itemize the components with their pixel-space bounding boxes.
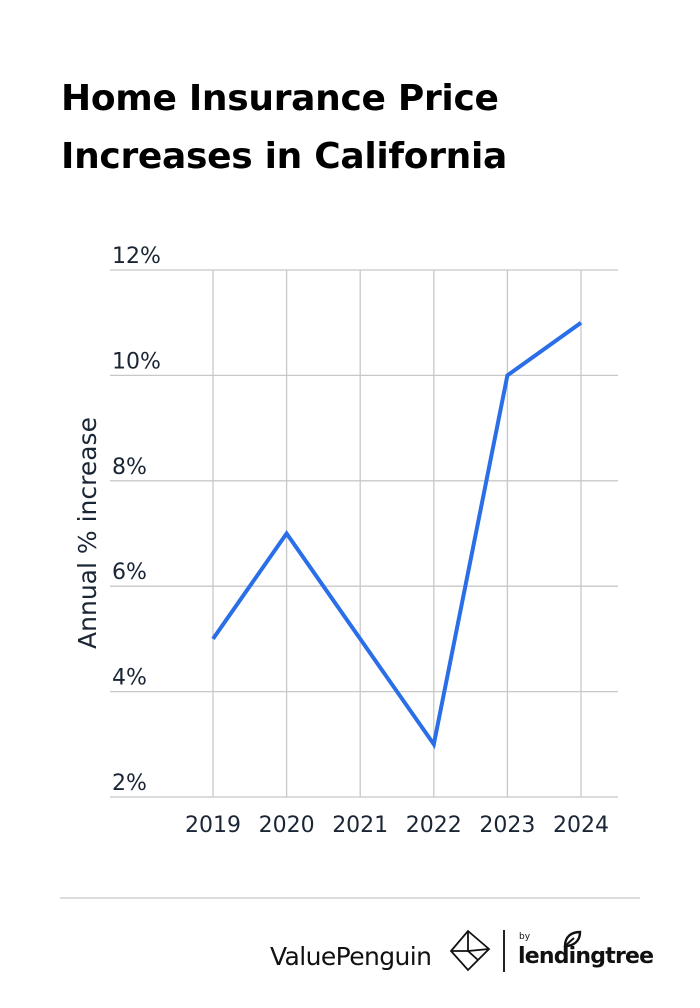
y-tick-label: 12% [112, 244, 161, 269]
y-tick-label: 10% [112, 349, 161, 374]
x-axis-tick-labels: 2019 2020 2021 2022 2023 2024 [185, 813, 609, 838]
x-tick-label: 2019 [185, 813, 241, 838]
x-tick-label: 2022 [406, 813, 462, 838]
valuepenguin-logo-icon [449, 929, 491, 972]
brand-separator [503, 930, 505, 972]
y-tick-label: 2% [112, 771, 147, 796]
footer-divider [60, 897, 640, 899]
chart-title-line-2: Increases in California [61, 136, 508, 177]
y-tick-label: 6% [112, 560, 147, 585]
x-tick-label: 2020 [259, 813, 315, 838]
horizontal-gridlines [110, 269, 618, 798]
x-tick-label: 2021 [332, 813, 388, 838]
series-line [211, 321, 583, 750]
y-axis-tick-labels: 2% 4% 6% 8% 10% 12% [112, 244, 161, 796]
lendingtree-by-label: by [519, 932, 531, 942]
chart-title-line-1: Home Insurance Price [61, 78, 499, 119]
lendingtree-wordmark: lendingtree [518, 944, 654, 969]
y-axis-label: Annual % increase [73, 417, 102, 649]
x-tick-label: 2023 [479, 813, 535, 838]
chart-title: Home Insurance Price Increases in Califo… [61, 70, 621, 186]
y-tick-label: 4% [112, 666, 147, 691]
line-chart: 2%4%6%8%10%12% 2019 2020 2021 2022 2023 2024 … [73, 244, 618, 838]
x-tick-label: 2024 [553, 813, 609, 838]
vertical-gridlines [212, 270, 582, 797]
y-tick-label: 8% [112, 455, 147, 480]
valuepenguin-wordmark: ValuePenguin [270, 942, 432, 971]
lendingtree-leaf-icon [563, 930, 582, 948]
